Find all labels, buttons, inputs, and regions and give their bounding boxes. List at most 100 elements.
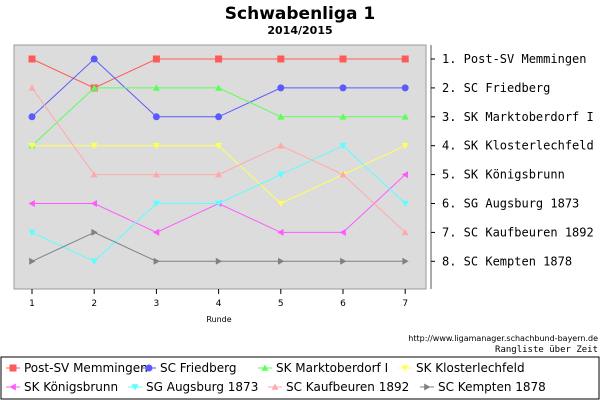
legend-marker — [131, 384, 139, 391]
x-tick-label: 7 — [402, 299, 408, 309]
data-point-sg-augsburg-1873 — [277, 171, 285, 179]
data-point-sk-konigsbrunn — [277, 228, 284, 236]
data-point-sk-klosterlechfeld — [401, 142, 409, 150]
data-point-sc-friedberg — [339, 84, 347, 92]
data-point-sk-klosterlechfeld — [277, 200, 285, 207]
rank-label: 8. SC Kempten 1878 — [442, 254, 572, 268]
legend-marker — [271, 383, 279, 390]
data-point-post-sv-memmingen — [28, 55, 36, 63]
legend-item-sc-kempten-1878: SC Kempten 1878 — [420, 380, 546, 394]
rank-label: 1. Post-SV Memmingen — [442, 52, 587, 66]
source-url: http://www.ligamanager.schachbund-bayern… — [408, 334, 598, 343]
series-layer — [28, 55, 409, 265]
series-sc-friedberg — [28, 55, 409, 121]
legend-marker — [9, 383, 16, 391]
data-point-sc-kaufbeuren-1892 — [152, 171, 160, 178]
data-point-sc-friedberg — [152, 113, 160, 121]
x-axis: 1 2 3 4 5 6 7 — [29, 289, 408, 309]
data-point-sc-kempten-1878 — [340, 257, 347, 265]
legend-item-post-sv-memmingen: Post-SV Memmingen — [6, 361, 148, 375]
plot-area — [13, 44, 427, 290]
rank-label: 7. SC Kaufbeuren 1892 — [442, 225, 594, 239]
data-point-sc-friedberg — [215, 113, 223, 121]
data-point-sg-augsburg-1873 — [215, 200, 223, 207]
series-sc-kempten-1878 — [29, 228, 409, 265]
legend-item-sk-marktoberdorf-i: SK Marktoberdorf I — [258, 361, 388, 375]
x-tick-label: 1 — [29, 299, 35, 309]
x-tick-label: 6 — [340, 299, 346, 309]
data-point-sc-friedberg — [28, 113, 36, 121]
data-point-sk-klosterlechfeld — [215, 142, 223, 150]
legend-label: SK Königsbrunn — [24, 380, 118, 394]
data-point-sc-kaufbeuren-1892 — [277, 142, 285, 149]
legend-label: SC Friedberg — [160, 361, 236, 375]
data-point-sg-augsburg-1873 — [152, 200, 160, 207]
data-point-sc-kaufbeuren-1892 — [215, 171, 223, 178]
data-point-sc-kaufbeuren-1892 — [401, 228, 409, 236]
data-point-sc-kempten-1878 — [91, 228, 98, 236]
x-tick-label: 2 — [91, 299, 97, 309]
legend-marker — [424, 383, 431, 391]
legend-box — [0, 356, 600, 400]
data-point-sc-kempten-1878 — [402, 257, 409, 265]
data-point-sc-friedberg — [277, 84, 285, 92]
legend-item-sc-friedberg: SC Friedberg — [142, 361, 236, 375]
chart-subtitle: 2014/2015 — [267, 24, 332, 37]
ranking-labels: 1. Post-SV Memmingen 2. SC Friedberg 3. SK… — [431, 52, 594, 268]
data-point-sc-kaufbeuren-1892 — [339, 171, 347, 178]
legend-label: SG Augsburg 1873 — [146, 380, 258, 394]
data-point-sk-marktoberdorf-i — [152, 84, 160, 91]
data-point-sc-kempten-1878 — [153, 257, 160, 265]
data-point-sk-marktoberdorf-i — [277, 113, 285, 120]
data-point-sk-marktoberdorf-i — [401, 113, 409, 120]
series-sc-kaufbeuren-1892 — [28, 84, 409, 236]
data-point-sk-klosterlechfeld — [28, 142, 36, 150]
rank-label: 4. SK Klosterlechfeld — [442, 139, 594, 153]
data-point-sk-marktoberdorf-i — [339, 113, 347, 120]
data-point-post-sv-memmingen — [277, 55, 285, 63]
data-point-sc-kaufbeuren-1892 — [28, 84, 36, 91]
data-point-sk-konigsbrunn — [28, 200, 35, 207]
data-point-sg-augsburg-1873 — [90, 258, 98, 265]
x-axis-label: Runde — [206, 315, 231, 324]
data-point-sg-augsburg-1873 — [28, 229, 36, 236]
data-point-sc-kempten-1878 — [278, 257, 285, 265]
legend-marker — [145, 364, 153, 372]
data-point-sk-konigsbrunn — [401, 171, 408, 179]
data-point-sk-konigsbrunn — [152, 228, 160, 236]
data-point-post-sv-memmingen — [339, 55, 347, 63]
x-tick-label: 4 — [216, 299, 222, 309]
rank-label: 3. SK Marktoberdorf I — [442, 110, 594, 124]
data-point-sc-kaufbeuren-1892 — [90, 171, 98, 178]
data-point-sc-kempten-1878 — [29, 257, 36, 265]
legend-label: SK Klosterlechfeld — [416, 361, 525, 375]
legend-marker — [401, 365, 409, 372]
data-point-sc-friedberg — [401, 84, 409, 92]
legend-item-sk-konigsbrunn: SK Königsbrunn — [6, 380, 118, 394]
legend-marker — [9, 364, 17, 372]
legend-item-sk-klosterlechfeld: SK Klosterlechfeld — [398, 361, 525, 375]
data-point-sg-augsburg-1873 — [339, 142, 347, 150]
legend-label: SC Kaufbeuren 1892 — [286, 380, 409, 394]
data-point-sc-kempten-1878 — [215, 257, 223, 265]
data-point-post-sv-memmingen — [215, 55, 223, 63]
data-point-sk-marktoberdorf-i — [215, 84, 223, 91]
data-point-sk-marktoberdorf-i — [90, 84, 98, 91]
series-sk-marktoberdorf-i — [28, 84, 409, 149]
legend-label: SC Kempten 1878 — [438, 380, 546, 394]
rank-label: 2. SC Friedberg — [442, 81, 550, 95]
data-point-sk-konigsbrunn — [339, 228, 346, 236]
rank-label: 5. SK Königsbrunn — [442, 168, 565, 182]
x-tick-label: 3 — [154, 299, 160, 309]
legend-label: SK Marktoberdorf I — [276, 361, 388, 375]
data-point-post-sv-memmingen — [152, 55, 160, 63]
legend-item-sc-kaufbeuren-1892: SC Kaufbeuren 1892 — [268, 380, 409, 394]
data-point-sk-klosterlechfeld — [90, 142, 98, 150]
data-point-sc-friedberg — [90, 55, 98, 63]
x-tick-label: 5 — [278, 299, 284, 309]
data-point-sg-augsburg-1873 — [401, 200, 409, 207]
data-point-sk-klosterlechfeld — [152, 142, 160, 150]
rank-label: 6. SG Augsburg 1873 — [442, 197, 579, 211]
series-sg-augsburg-1873 — [28, 142, 409, 265]
chart-caption: Rangliste über Zeit — [495, 345, 598, 355]
